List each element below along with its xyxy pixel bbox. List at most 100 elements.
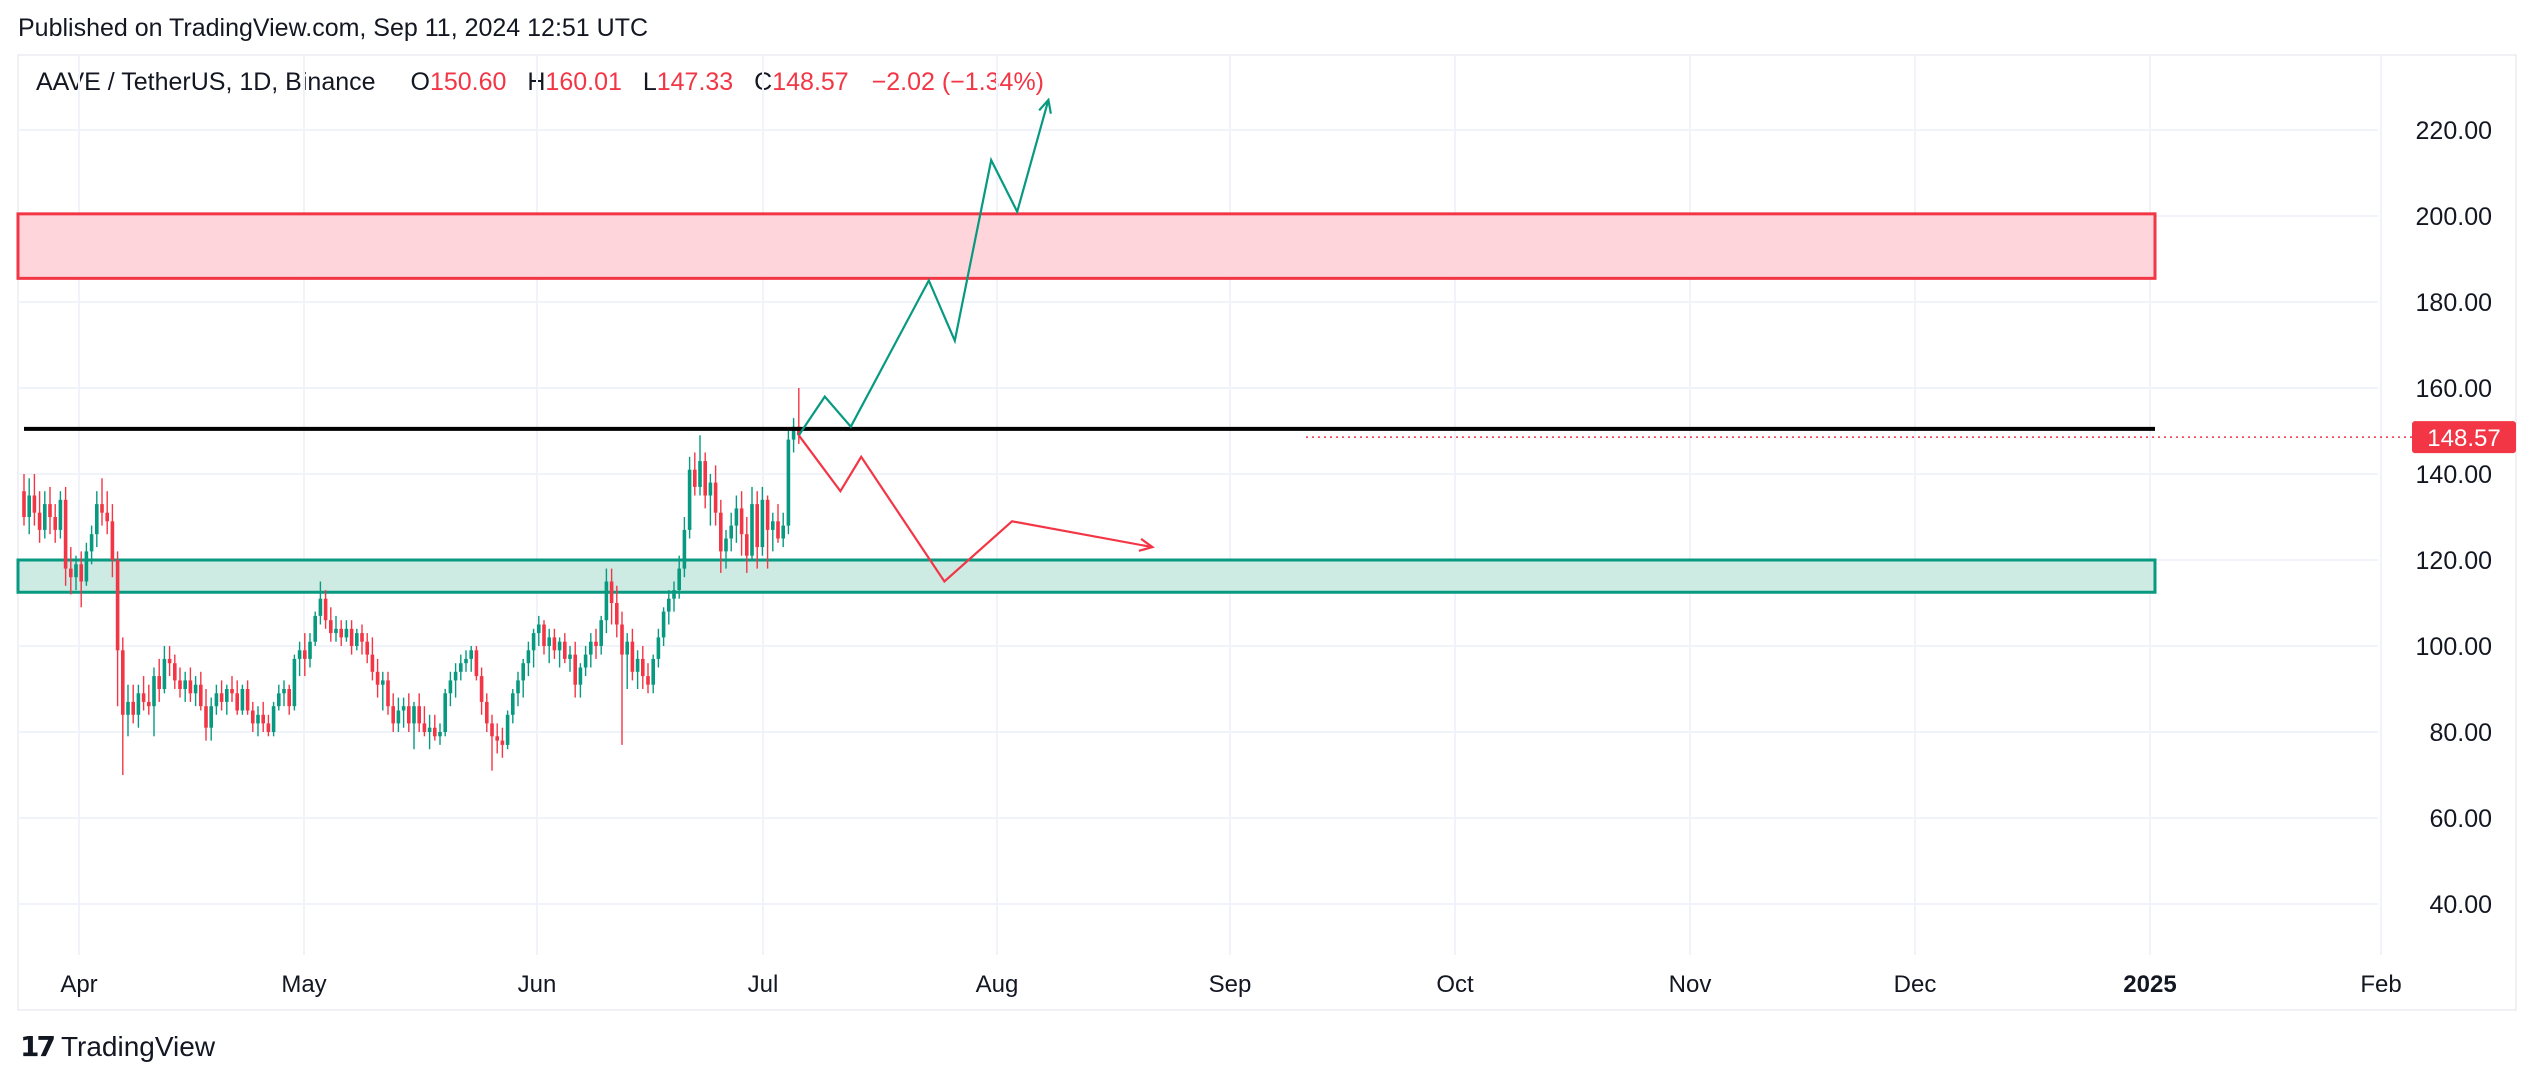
y-tick-label: 160.00 xyxy=(2416,375,2492,403)
candle-body xyxy=(708,482,713,496)
candle-body xyxy=(682,529,687,569)
candle-body xyxy=(781,525,785,539)
candle-body xyxy=(500,740,505,745)
candle-body xyxy=(375,671,380,685)
candle-body xyxy=(292,658,297,707)
candle-body xyxy=(240,689,245,711)
candle-body xyxy=(459,663,463,672)
y-tick-label: 140.00 xyxy=(2416,461,2492,489)
y-tick-label: 120.00 xyxy=(2416,547,2492,575)
candle-body xyxy=(147,701,151,707)
y-tick-label: 80.00 xyxy=(2429,719,2492,747)
candle-body xyxy=(339,628,343,638)
candle-body xyxy=(620,624,624,655)
tradingview-logo[interactable]: 17 TradingView xyxy=(20,1030,215,1063)
candle-body xyxy=(214,693,219,707)
candle-body xyxy=(209,706,213,728)
candle-body xyxy=(412,706,416,724)
candle-body xyxy=(745,534,749,556)
candle-body xyxy=(453,671,458,681)
candle-body xyxy=(297,650,302,659)
candle-body xyxy=(63,499,68,569)
candle-body xyxy=(609,581,614,603)
candle-body xyxy=(615,603,619,625)
candle-body xyxy=(37,512,42,530)
candle-body xyxy=(776,521,780,539)
candle-body xyxy=(183,680,187,689)
candle-body xyxy=(589,641,593,655)
candle-body xyxy=(485,701,489,724)
candle-body xyxy=(474,650,479,677)
low-label: L xyxy=(642,68,657,96)
candle-body xyxy=(277,693,281,707)
candle-body xyxy=(531,633,536,651)
y-tick-label: 100.00 xyxy=(2416,633,2492,661)
candle-body xyxy=(27,495,31,517)
candle-body xyxy=(110,521,115,560)
candle-body xyxy=(32,495,37,513)
candle-body xyxy=(464,658,468,664)
candle-body xyxy=(334,628,338,634)
candle-body xyxy=(136,693,141,715)
candle-body xyxy=(313,615,317,642)
x-tick-label: Nov xyxy=(1669,971,1712,998)
candle-body xyxy=(604,581,609,621)
candle-body xyxy=(230,689,234,694)
brand-text: TradingView xyxy=(60,1030,216,1062)
candle-body xyxy=(204,706,208,728)
candle-body xyxy=(178,680,182,689)
low-value: 147.33 xyxy=(656,68,734,96)
candle-body xyxy=(84,551,89,582)
candle-body xyxy=(479,676,484,702)
candle-body xyxy=(547,637,551,646)
candle-body xyxy=(74,564,78,578)
candle-body xyxy=(630,641,635,672)
candle-body xyxy=(448,680,453,694)
candle-body xyxy=(750,504,754,556)
candle-body xyxy=(162,658,167,689)
candle-body xyxy=(583,654,588,668)
open-label: O xyxy=(410,68,430,96)
candle-body xyxy=(729,525,733,539)
candle-body xyxy=(235,693,239,711)
candle-body xyxy=(121,650,125,715)
candle-body xyxy=(563,641,567,659)
candle-body xyxy=(760,499,765,548)
candle-body xyxy=(537,624,541,634)
candle-body xyxy=(349,628,354,646)
candle-body xyxy=(251,710,255,724)
resistance-zone xyxy=(16,212,2157,280)
close-value: 148.57 xyxy=(772,68,849,96)
candle-body xyxy=(48,504,52,517)
candle-body xyxy=(646,676,650,685)
candle-body xyxy=(396,710,401,724)
candle-body xyxy=(308,641,312,659)
candle-body xyxy=(656,637,661,659)
y-tick-label: 180.00 xyxy=(2416,289,2492,317)
candle-body xyxy=(370,654,375,672)
candle-body xyxy=(53,517,57,530)
x-tick-label: May xyxy=(281,971,326,998)
candle-body xyxy=(266,723,271,732)
candle-body xyxy=(438,732,442,737)
candle-body xyxy=(625,641,629,655)
candle-body xyxy=(282,689,286,694)
y-tick-label: 40.00 xyxy=(2429,891,2492,919)
candle-body xyxy=(724,538,728,552)
candle-body xyxy=(271,706,276,732)
x-tick-label: 2025 xyxy=(2123,971,2176,998)
candle-body xyxy=(105,512,109,522)
candle-body xyxy=(126,701,130,715)
candle-body xyxy=(141,693,146,702)
candle-body xyxy=(739,508,744,535)
candle-body xyxy=(568,654,572,659)
candle-body xyxy=(95,504,99,535)
candle-body xyxy=(771,521,775,530)
candle-body xyxy=(677,568,681,591)
open-value: 150.60 xyxy=(429,68,507,96)
candle-body xyxy=(516,680,520,694)
candle-body xyxy=(22,491,26,517)
candle-body xyxy=(401,706,406,711)
x-tick-label: Sep xyxy=(1209,971,1252,998)
